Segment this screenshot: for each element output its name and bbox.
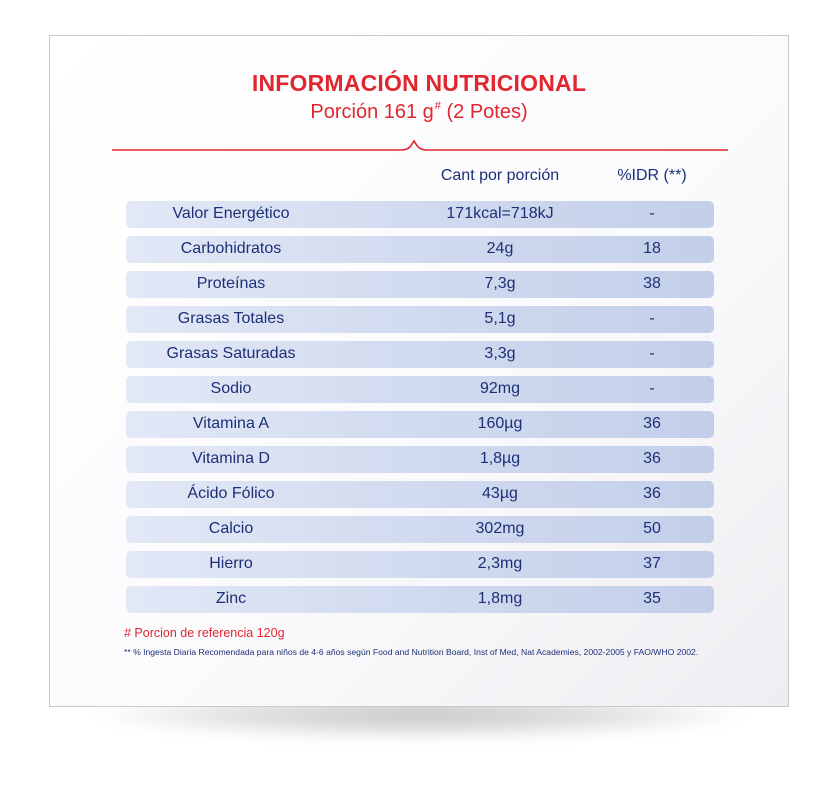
nutrient-quantity: 1,8mg	[477, 590, 523, 607]
nutrient-idr: 36	[643, 450, 661, 467]
table-row: Proteínas 7,3g 38	[126, 271, 714, 298]
panel-subtitle: Porción 161 g# (2 Potes)	[50, 100, 788, 124]
nutrient-name: Sodio	[210, 380, 252, 397]
nutrient-quantity: 2,3mg	[477, 555, 523, 572]
nutrient-idr: -	[649, 380, 655, 397]
nutrition-panel: INFORMACIÓN NUTRICIONAL Porción 161 g# (…	[49, 35, 789, 707]
nutrient-quantity: 43µg	[482, 485, 518, 502]
panel-title: INFORMACIÓN NUTRICIONAL	[251, 70, 587, 96]
nutrient-name: Grasas Saturadas	[166, 345, 296, 362]
nutrient-name: Vitamina A	[192, 415, 270, 432]
nutrient-idr: -	[649, 345, 655, 362]
table-row: Ácido Fólico 43µg 36	[126, 481, 714, 508]
nutrient-quantity: 171kcal=718kJ	[446, 205, 554, 222]
nutrient-quantity: 302mg	[475, 520, 525, 537]
serving-count: (2 Potes)	[440, 101, 528, 123]
serving-size-mark: #	[434, 100, 441, 112]
table-row: Grasas Totales 5,1g -	[126, 306, 714, 333]
nutrition-table: Valor Energético 171kcal=718kJ - Carbohidra…	[126, 201, 714, 621]
nutrient-name: Vitamina D	[192, 450, 270, 467]
nutrient-idr: 18	[643, 240, 661, 257]
nutrient-idr: 36	[643, 485, 661, 502]
reference-footnote: # Porcion de referencia 120g	[124, 626, 285, 640]
table-row: Vitamina A 160µg 36	[126, 411, 714, 438]
table-row: Grasas Saturadas 3,3g -	[126, 341, 714, 368]
table-row: Carbohidratos 24g 18	[126, 236, 714, 263]
nutrient-name: Hierro	[209, 555, 253, 572]
nutrient-name: Ácido Fólico	[187, 485, 275, 502]
table-row: Zinc 1,8mg 35	[126, 586, 714, 613]
column-header-idr: %IDR (**)	[617, 167, 687, 184]
nutrient-name: Calcio	[208, 520, 254, 537]
nutrient-idr: 36	[643, 415, 661, 432]
nutrient-idr: 38	[643, 275, 661, 292]
nutrient-quantity: 160µg	[477, 415, 523, 432]
nutrient-quantity: 3,3g	[484, 345, 516, 362]
nutrient-name: Zinc	[215, 590, 247, 607]
serving-size: Porción 161 g	[310, 101, 434, 123]
nutrient-name: Valor Energético	[172, 205, 290, 222]
nutrient-quantity: 5,1g	[484, 310, 516, 327]
nutrient-idr: -	[649, 205, 655, 222]
nutrient-quantity: 1,8µg	[479, 450, 521, 467]
nutrient-quantity: 7,3g	[484, 275, 516, 292]
idr-footnote: ** % Ingesta Diaria Recomendada para niñ…	[124, 647, 699, 657]
title-divider	[112, 139, 728, 151]
nutrient-name: Carbohidratos	[180, 240, 282, 257]
nutrient-idr: 50	[643, 520, 661, 537]
nutrient-idr: -	[649, 310, 655, 327]
nutrient-quantity: 24g	[486, 240, 514, 257]
nutrient-name: Proteínas	[196, 275, 266, 292]
table-row: Calcio 302mg 50	[126, 516, 714, 543]
table-row: Vitamina D 1,8µg 36	[126, 446, 714, 473]
nutrient-idr: 35	[643, 590, 661, 607]
column-header-quantity: Cant por porción	[440, 167, 560, 184]
table-row: Hierro 2,3mg 37	[126, 551, 714, 578]
nutrient-quantity: 92mg	[479, 380, 521, 397]
table-row: Sodio 92mg -	[126, 376, 714, 403]
table-row: Valor Energético 171kcal=718kJ -	[126, 201, 714, 228]
nutrient-name: Grasas Totales	[177, 310, 285, 327]
nutrient-idr: 37	[643, 555, 661, 572]
